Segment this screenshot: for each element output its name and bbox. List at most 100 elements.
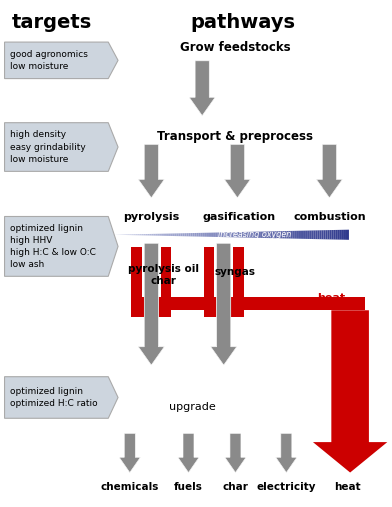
Text: chemicals: chemicals [101, 482, 159, 492]
FancyArrow shape [276, 433, 297, 473]
Polygon shape [243, 232, 245, 238]
Polygon shape [163, 234, 165, 236]
Polygon shape [177, 233, 179, 236]
Polygon shape [245, 232, 247, 238]
Polygon shape [318, 230, 319, 239]
Polygon shape [341, 230, 343, 240]
Polygon shape [234, 232, 236, 237]
Polygon shape [210, 233, 212, 237]
Polygon shape [292, 231, 294, 239]
Polygon shape [189, 233, 191, 236]
Polygon shape [183, 233, 185, 236]
Polygon shape [194, 233, 196, 236]
FancyArrow shape [138, 243, 164, 365]
FancyArrow shape [178, 433, 199, 473]
Polygon shape [316, 230, 318, 239]
FancyArrow shape [225, 144, 250, 198]
Polygon shape [179, 233, 181, 236]
Text: good agronomics
low moisture: good agronomics low moisture [11, 50, 88, 71]
Polygon shape [171, 234, 173, 236]
FancyArrow shape [225, 433, 246, 473]
Polygon shape [232, 232, 234, 237]
FancyArrow shape [313, 310, 387, 473]
Polygon shape [310, 231, 312, 239]
Polygon shape [134, 234, 136, 235]
Polygon shape [185, 233, 187, 236]
Polygon shape [196, 233, 198, 237]
Polygon shape [218, 232, 220, 237]
Polygon shape [251, 232, 253, 238]
Polygon shape [327, 230, 329, 239]
Polygon shape [5, 377, 118, 418]
Text: heat: heat [334, 482, 360, 492]
Polygon shape [224, 232, 226, 237]
Polygon shape [302, 231, 304, 239]
Polygon shape [159, 234, 161, 236]
Polygon shape [147, 234, 149, 235]
Polygon shape [329, 230, 331, 239]
Polygon shape [130, 234, 132, 235]
Polygon shape [236, 232, 238, 237]
Text: combustion: combustion [293, 212, 366, 222]
Polygon shape [181, 233, 183, 236]
Polygon shape [253, 232, 255, 238]
Polygon shape [267, 231, 269, 238]
Polygon shape [257, 232, 259, 238]
Polygon shape [138, 234, 140, 235]
Polygon shape [228, 232, 230, 237]
Polygon shape [226, 232, 228, 237]
FancyArrow shape [225, 144, 250, 198]
Text: Transport & preprocess: Transport & preprocess [158, 130, 314, 143]
Polygon shape [157, 234, 159, 236]
FancyArrow shape [276, 433, 297, 473]
Polygon shape [240, 232, 241, 237]
FancyArrow shape [189, 61, 215, 116]
FancyArrow shape [211, 243, 237, 365]
Polygon shape [339, 230, 341, 240]
Polygon shape [167, 234, 169, 236]
Polygon shape [5, 42, 118, 79]
FancyArrow shape [178, 433, 199, 473]
Polygon shape [140, 234, 142, 235]
Polygon shape [300, 231, 302, 239]
Polygon shape [161, 234, 163, 236]
Text: electricity: electricity [257, 482, 316, 492]
Polygon shape [274, 231, 276, 238]
Polygon shape [206, 233, 208, 237]
Polygon shape [304, 231, 306, 239]
Polygon shape [230, 232, 232, 237]
Text: heat: heat [317, 293, 345, 303]
Polygon shape [321, 230, 323, 239]
Text: pyrolysis oil
char: pyrolysis oil char [127, 264, 199, 285]
Polygon shape [247, 232, 249, 238]
Polygon shape [298, 231, 300, 239]
Polygon shape [155, 234, 157, 236]
Polygon shape [314, 230, 316, 239]
Polygon shape [261, 232, 263, 238]
Polygon shape [216, 233, 218, 237]
Polygon shape [269, 231, 270, 238]
Polygon shape [128, 234, 130, 235]
Polygon shape [335, 230, 337, 240]
Polygon shape [337, 230, 339, 240]
Bar [233, 247, 244, 297]
FancyArrow shape [119, 433, 140, 473]
Polygon shape [272, 231, 274, 238]
Polygon shape [319, 230, 321, 239]
Polygon shape [169, 234, 171, 236]
Polygon shape [263, 232, 265, 238]
Text: upgrade: upgrade [169, 402, 216, 412]
Polygon shape [296, 231, 298, 239]
Polygon shape [284, 231, 286, 238]
Polygon shape [173, 233, 175, 236]
Text: char: char [223, 482, 249, 492]
Polygon shape [132, 234, 134, 235]
Polygon shape [200, 233, 202, 237]
Text: syngas: syngas [215, 267, 256, 277]
Polygon shape [290, 231, 292, 239]
Polygon shape [198, 233, 200, 237]
Polygon shape [249, 232, 251, 238]
Polygon shape [220, 232, 222, 237]
Text: pathways: pathways [191, 13, 296, 31]
FancyArrow shape [189, 61, 215, 116]
